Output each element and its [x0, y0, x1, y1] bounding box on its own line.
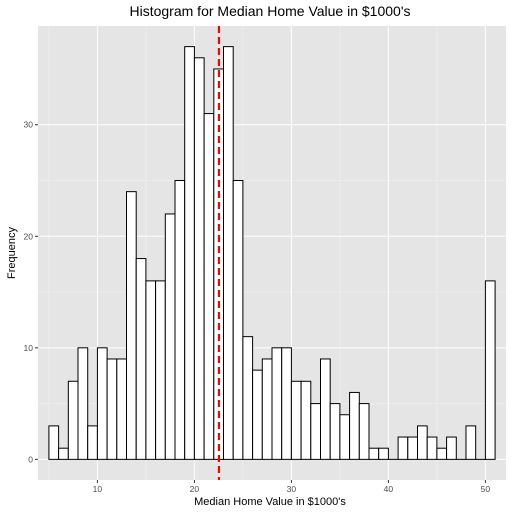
- histogram-bar: [194, 58, 204, 460]
- histogram-bar: [88, 426, 98, 459]
- histogram-bar: [447, 437, 457, 459]
- x-tick-label: 50: [481, 484, 491, 494]
- histogram-bar: [485, 281, 495, 459]
- histogram-bar: [156, 281, 166, 459]
- histogram-bar: [427, 437, 437, 459]
- x-tick-label: 30: [287, 484, 297, 494]
- chart-title: Histogram for Median Home Value in $1000…: [130, 3, 411, 19]
- histogram-bar: [417, 426, 427, 459]
- histogram-bar: [379, 448, 389, 459]
- histogram-bar: [224, 47, 234, 460]
- histogram-bar: [127, 192, 137, 460]
- x-tick-label: 40: [384, 484, 394, 494]
- histogram-bar: [340, 415, 350, 460]
- y-tick-label: 10: [24, 343, 34, 353]
- histogram-bar: [136, 259, 146, 460]
- histogram-bar: [291, 381, 301, 459]
- y-tick-label: 30: [24, 120, 34, 130]
- y-tick-label: 20: [24, 231, 34, 241]
- histogram-bar: [49, 426, 59, 459]
- y-tick-label: 0: [28, 454, 33, 464]
- histogram-bar: [107, 359, 117, 459]
- histogram-bar: [78, 348, 88, 460]
- histogram-bar: [68, 381, 78, 459]
- x-tick-label: 10: [93, 484, 103, 494]
- histogram-bar: [117, 359, 127, 459]
- histogram-bar: [398, 437, 408, 459]
- histogram-bar: [437, 448, 447, 459]
- x-tick-label: 20: [190, 484, 200, 494]
- histogram-bar: [185, 47, 195, 460]
- histogram-bar: [466, 426, 476, 459]
- histogram-bar: [311, 404, 321, 460]
- histogram-bar: [330, 404, 340, 460]
- x-axis: 10 20 30 40 50: [93, 480, 491, 494]
- histogram-bar: [146, 281, 156, 459]
- histogram-bar: [350, 392, 360, 459]
- y-axis: 0 10 20 30: [24, 120, 38, 465]
- histogram-bar: [301, 381, 311, 459]
- histogram-bar: [243, 337, 253, 460]
- histogram-bar: [359, 404, 369, 460]
- histogram-bar: [165, 214, 175, 459]
- histogram-bar: [320, 359, 330, 459]
- histogram-bar: [253, 370, 263, 459]
- histogram-bar: [262, 359, 272, 459]
- x-axis-title: Median Home Value in $1000's: [194, 496, 346, 508]
- histogram-bar: [233, 180, 243, 459]
- histogram-bar: [59, 448, 69, 459]
- histogram-bar: [175, 180, 185, 459]
- histogram-bar: [282, 348, 292, 460]
- histogram-bar: [369, 448, 379, 459]
- histogram-bar: [408, 437, 418, 459]
- histogram-bar: [272, 348, 282, 460]
- histogram-bar: [204, 114, 214, 460]
- y-axis-title: Frequency: [6, 227, 18, 279]
- histogram-bar: [97, 348, 107, 460]
